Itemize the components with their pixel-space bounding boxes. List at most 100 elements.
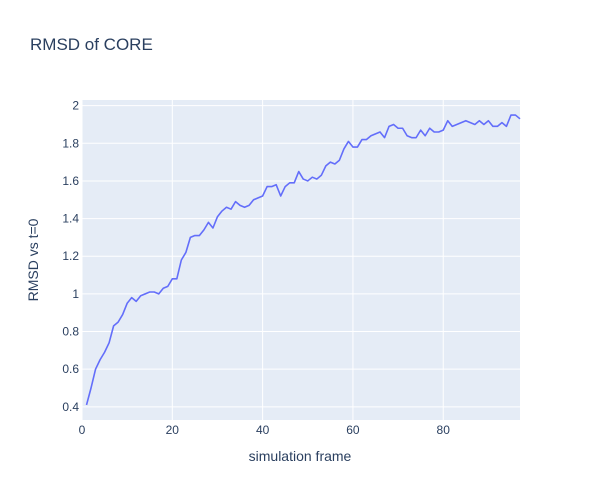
data-point	[311, 176, 313, 178]
data-point	[424, 135, 426, 137]
data-point	[433, 131, 435, 133]
data-point	[226, 206, 228, 208]
x-tick-label: 20	[166, 423, 180, 437]
data-point	[203, 229, 205, 231]
grid-lines	[81, 100, 520, 420]
data-point	[99, 359, 101, 361]
data-point	[135, 301, 137, 303]
data-point	[153, 291, 155, 293]
y-tick-label: 0.4	[62, 400, 79, 414]
data-point	[217, 216, 219, 218]
data-point	[131, 297, 133, 299]
data-point	[162, 287, 164, 289]
data-point	[271, 186, 273, 188]
plot-area	[82, 100, 520, 420]
data-point	[483, 124, 485, 126]
y-tick-label: 1.2	[62, 249, 79, 263]
data-point	[415, 137, 417, 139]
x-tick-label: 40	[256, 423, 270, 437]
data-point	[244, 206, 246, 208]
data-point	[384, 137, 386, 139]
data-point	[194, 235, 196, 237]
data-point	[108, 342, 110, 344]
data-point	[176, 278, 178, 280]
data-point	[248, 205, 250, 207]
y-tick-label: 1.8	[62, 136, 79, 150]
series-layer	[85, 114, 521, 406]
data-point	[325, 165, 327, 167]
data-point	[321, 174, 323, 176]
data-point	[221, 210, 223, 212]
y-tick-label: 2	[72, 99, 79, 113]
chart-title: RMSD of CORE	[30, 35, 153, 54]
x-tick-label: 80	[437, 423, 451, 437]
data-point	[208, 222, 210, 224]
data-point	[334, 163, 336, 165]
data-point	[492, 126, 494, 128]
data-point	[488, 120, 490, 122]
data-point	[411, 137, 413, 139]
data-point	[239, 205, 241, 207]
data-point	[284, 186, 286, 188]
data-point	[393, 124, 395, 126]
data-point	[262, 195, 264, 197]
data-point	[420, 129, 422, 131]
x-axis-title: simulation frame	[249, 448, 352, 464]
data-point	[316, 178, 318, 180]
data-point	[126, 302, 128, 304]
data-point	[388, 126, 390, 128]
data-point	[519, 118, 521, 120]
data-point	[479, 120, 481, 122]
y-tick-label: 1.4	[62, 212, 79, 226]
data-point	[230, 208, 232, 210]
data-point	[122, 314, 124, 316]
data-point	[375, 133, 377, 135]
y-axis-title: RMSD vs t=0	[25, 218, 41, 301]
data-point	[370, 135, 372, 137]
data-point	[181, 259, 183, 261]
data-point	[456, 124, 458, 126]
data-point	[343, 148, 345, 150]
data-point	[275, 184, 277, 186]
data-point	[185, 252, 187, 254]
data-point	[212, 227, 214, 229]
data-point	[158, 293, 160, 295]
data-point	[307, 180, 309, 182]
data-point	[330, 161, 332, 163]
data-point	[402, 127, 404, 129]
data-point	[104, 351, 106, 353]
data-point	[149, 291, 151, 293]
tick-labels: 0.40.60.811.21.41.61.820 20 40 60 80	[62, 99, 450, 437]
data-point	[90, 387, 92, 389]
data-point	[366, 139, 368, 141]
data-point	[352, 146, 354, 148]
data-point	[257, 197, 259, 199]
y-tick-label: 1	[72, 287, 79, 301]
x-tick-label: 60	[346, 423, 360, 437]
data-point	[442, 129, 444, 131]
data-point	[348, 141, 350, 143]
data-point	[451, 126, 453, 128]
data-point	[460, 122, 462, 124]
data-point	[253, 199, 255, 201]
data-point	[117, 321, 119, 323]
data-point	[144, 293, 146, 295]
data-point	[447, 120, 449, 122]
data-point	[361, 139, 363, 141]
data-point	[190, 237, 192, 239]
data-point	[280, 195, 282, 197]
data-point	[497, 126, 499, 128]
data-point	[429, 127, 431, 129]
data-point	[470, 122, 472, 124]
data-point	[397, 127, 399, 129]
data-point	[298, 171, 300, 173]
data-point	[167, 286, 169, 288]
data-point	[379, 131, 381, 133]
data-point	[506, 126, 508, 128]
data-point	[86, 404, 88, 406]
data-point	[474, 124, 476, 126]
data-point	[339, 159, 341, 161]
data-point	[465, 120, 467, 122]
